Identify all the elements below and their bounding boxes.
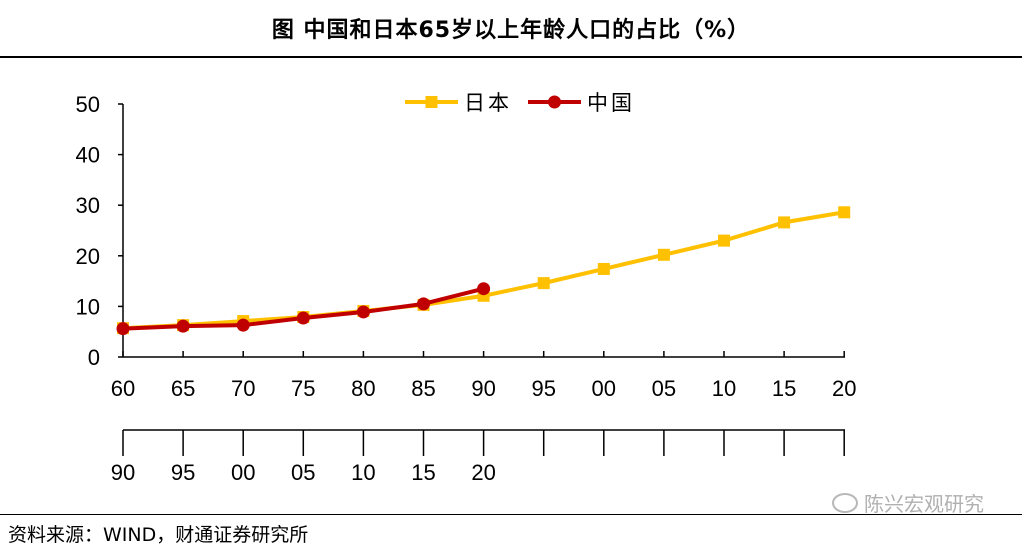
y-tick-label: 0	[88, 345, 100, 370]
data-point-japan	[778, 216, 791, 229]
data-point-japan	[657, 248, 670, 261]
watermark-label: 陈兴宏观研究	[864, 492, 984, 516]
x-tick-label: 65	[171, 376, 195, 401]
data-point-japan	[838, 206, 851, 219]
y-tick-label: 40	[76, 143, 100, 168]
chart-title-bar: 图 中国和日本65岁以上年龄人口的占比（%）	[0, 0, 1022, 58]
data-point-china	[116, 322, 130, 336]
series-line-japan	[122, 210, 845, 331]
x-tick-label: 00	[592, 376, 616, 401]
x-tick-label: 85	[411, 376, 435, 401]
data-point-japan	[537, 277, 550, 290]
x-tick-label: 80	[351, 376, 375, 401]
data-point-japan	[597, 262, 610, 275]
data-point-china	[356, 305, 370, 319]
x-tick-label: 10	[712, 376, 736, 401]
x-tick-label: 15	[772, 376, 796, 401]
x-tick-label-secondary: 15	[411, 460, 435, 485]
x-tick-label-secondary: 90	[111, 460, 135, 485]
legend-label-japan: 日本	[464, 92, 512, 115]
data-point-china	[176, 319, 190, 333]
x-tick-label-secondary: 00	[231, 460, 255, 485]
x-tick-label: 90	[471, 376, 495, 401]
x-tick-label: 95	[531, 376, 555, 401]
data-point-china	[417, 297, 430, 311]
x-tick-label: 70	[231, 376, 255, 401]
x-tick-label-secondary: 20	[471, 460, 495, 485]
x-tick-label: 20	[832, 376, 856, 401]
x-tick-label: 05	[652, 376, 676, 401]
data-point-china	[236, 318, 250, 332]
legend-marker-japan	[425, 96, 438, 108]
x-tick-label: 60	[111, 376, 135, 401]
chart-title: 图 中国和日本65岁以上年龄人口的占比（%）	[271, 18, 751, 43]
x-tick-label-secondary: 05	[291, 460, 315, 485]
data-point-china	[477, 282, 491, 296]
x-tick-label-secondary: 95	[171, 460, 195, 485]
bottom-divider	[0, 514, 1022, 515]
source-note: 资料来源：WIND，财通证券研究所	[8, 524, 309, 546]
y-tick-label: 20	[76, 244, 100, 269]
x-tick-label-secondary: 10	[351, 460, 375, 485]
data-point-japan	[718, 234, 730, 247]
y-tick-label: 10	[76, 294, 100, 319]
watermark: 陈兴宏观研究	[832, 488, 984, 517]
legend-marker-china	[548, 95, 561, 109]
legend-label-china: 中国	[587, 92, 635, 115]
y-tick-label: 50	[76, 92, 100, 117]
y-tick-label: 30	[76, 193, 100, 218]
data-point-china	[296, 311, 310, 325]
wechat-icon	[832, 492, 858, 513]
line-chart: 0 10 20 30 40 50 60 65 70 75 80 85 90 95 00 05 10 15 20 90 9…	[76, 92, 857, 485]
x-tick-label: 75	[291, 376, 315, 401]
